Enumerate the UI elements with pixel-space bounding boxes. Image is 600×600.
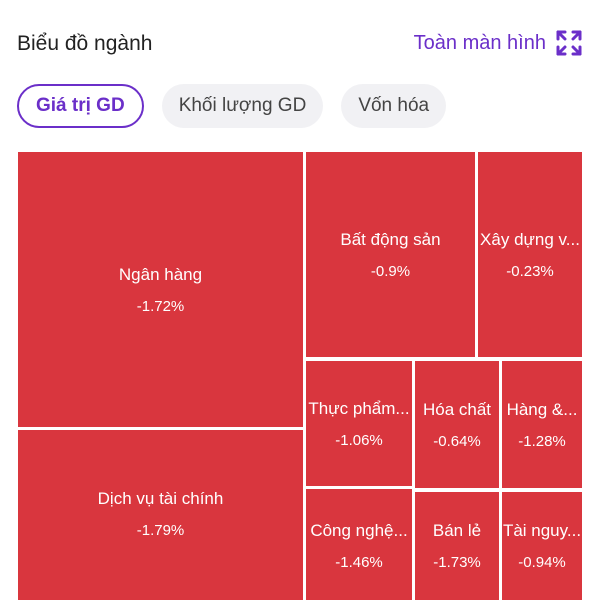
- sector-change: -1.28%: [518, 432, 566, 450]
- sector-name: Công nghệ...: [310, 521, 408, 540]
- metric-tabs: Giá trị GD Khối lượng GD Vốn hóa: [17, 84, 447, 128]
- tab-gia-tri-gd[interactable]: Giá trị GD: [17, 84, 144, 128]
- tab-khoi-luong-gd[interactable]: Khối lượng GD: [161, 84, 324, 128]
- sector-change: -1.72%: [136, 297, 185, 315]
- sector-change: -1.73%: [433, 554, 481, 571]
- sector-name: Bất động sản: [340, 229, 441, 249]
- sector-name: Thực phẩm...: [308, 398, 410, 418]
- expand-icon: [556, 30, 582, 56]
- sector-tile-thuc-pham[interactable]: Thực phẩm... -1.06%: [306, 361, 412, 486]
- sector-change: -0.9%: [370, 262, 411, 280]
- sector-tile-bat-dong-san[interactable]: Bất động sản -0.9%: [306, 152, 475, 357]
- sector-change: -1.79%: [136, 522, 185, 539]
- page-title: Biểu đồ ngành: [17, 32, 153, 55]
- sector-change: -0.23%: [506, 262, 554, 280]
- fullscreen-button[interactable]: Toàn màn hình: [414, 30, 582, 56]
- sector-name: Ngân hàng: [118, 264, 203, 284]
- sector-name: Dịch vụ tài chính: [97, 489, 224, 508]
- sector-tile-hang[interactable]: Hàng &... -1.28%: [502, 361, 582, 488]
- sector-tile-ban-le[interactable]: Bán lẻ -1.73%: [415, 492, 499, 600]
- tab-von-hoa[interactable]: Vốn hóa: [341, 84, 447, 128]
- sector-name: Xây dựng v...: [480, 229, 580, 249]
- sector-tile-tai-nguyen[interactable]: Tài nguy... -0.94%: [502, 492, 582, 600]
- sector-tile-hoa-chat[interactable]: Hóa chất -0.64%: [415, 361, 499, 488]
- sector-name: Tài nguy...: [502, 521, 582, 540]
- sector-tile-cong-nghe[interactable]: Công nghệ... -1.46%: [306, 489, 412, 600]
- sector-change: -0.94%: [518, 554, 566, 571]
- sector-tile-xay-dung[interactable]: Xây dựng v... -0.23%: [478, 152, 582, 357]
- sector-tile-ngan-hang[interactable]: Ngân hàng -1.72%: [18, 152, 303, 427]
- sector-change: -1.06%: [335, 431, 383, 449]
- sector-name: Hóa chất: [422, 399, 492, 419]
- sector-change: -1.46%: [335, 554, 383, 571]
- sector-name: Hàng &...: [506, 399, 578, 419]
- sector-change: -0.64%: [433, 432, 481, 450]
- sector-tile-dich-vu-tai-chinh[interactable]: Dịch vụ tài chính -1.79%: [18, 430, 303, 600]
- sector-name: Bán lẻ: [432, 521, 482, 540]
- fullscreen-label: Toàn màn hình: [413, 31, 546, 54]
